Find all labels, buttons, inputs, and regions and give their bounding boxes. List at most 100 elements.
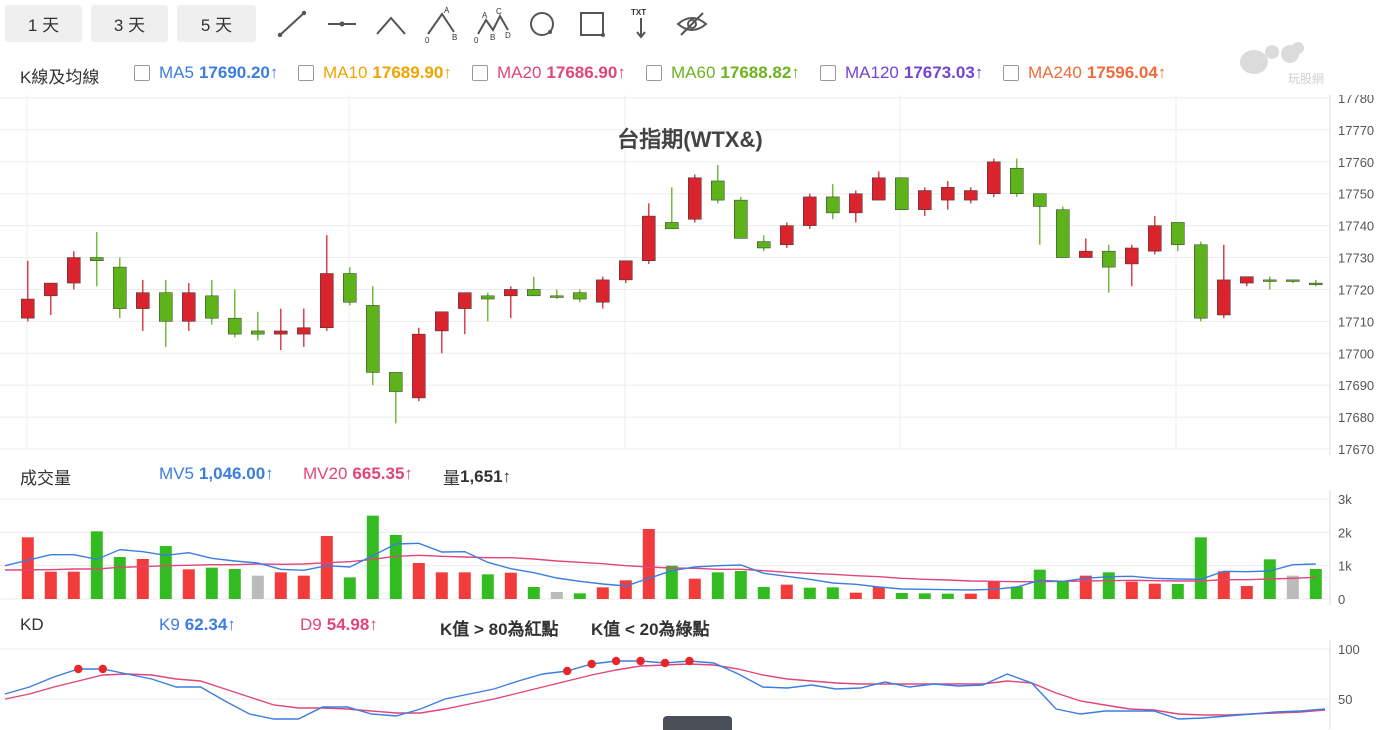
volume-bar [274,572,287,599]
volume-bar [1033,569,1046,599]
ma60-checkbox[interactable] [646,65,662,81]
volume-bar [596,587,609,599]
ma10-legend-item[interactable]: MA10 17689.90 ↑ [298,63,452,83]
mv20-legend-item: MV20 665.35 ↑ [303,464,413,484]
candlestick-chart: 17670 17680 17690 17700 17710 17720 17730 17740… [0,95,1374,455]
volume-bar [504,572,517,599]
wave-label-a2: A [482,11,488,20]
ma10-checkbox[interactable] [298,65,314,81]
ma240-arrow: ↑ [1157,63,1167,82]
y-tick-label: 17730 [1338,251,1374,266]
volume-bar [872,586,885,599]
k-above-80-dot [563,666,572,676]
candle [573,289,587,303]
candle [1309,279,1323,287]
volume-bar [1125,581,1138,599]
volume-bar [458,572,471,599]
ma60-legend-item[interactable]: MA60 17688.82 ↑ [646,63,800,83]
volume-bar [941,593,954,599]
ma240-checkbox[interactable] [1003,65,1019,81]
volume-bar [1309,569,1322,599]
volume-bar [435,572,448,599]
volume-bar [251,575,264,599]
mv5-legend-item: MV5 1,046.00 ↑ [159,464,274,484]
text-tool-icon[interactable]: TXT [621,4,661,44]
ma5-legend-item[interactable]: MA5 17690.20 ↑ [134,63,278,83]
volume-bar [964,593,977,599]
mv5-line [4,542,1316,591]
circle-tool-icon[interactable] [522,4,562,44]
toolbar: 1 天 3 天 5 天 A 0 B A C 0 B D TXT [0,0,1379,48]
ma10-arrow: ↑ [443,63,452,82]
candle [757,235,771,252]
mv20-line [4,554,1316,583]
hide-drawings-icon[interactable] [672,4,712,44]
volume-bar [412,563,425,599]
candle [136,279,150,331]
kd-note-red: K值 > 80為紅點 [440,620,559,639]
line-tool-icon[interactable] [272,4,312,44]
volume-bar [987,581,1000,599]
candle [21,260,35,322]
candle [642,203,656,264]
candle [1194,241,1208,322]
d9-arrow: ↑ [369,615,378,634]
candle [550,289,564,300]
ma20-value: 17686.90 [546,63,618,82]
volume-bar [366,515,379,599]
volume-bar [297,575,310,599]
y-tick-label: 17780 [1338,95,1374,106]
volume-panel-label: 成交量 [20,469,71,488]
volume-bar [1217,571,1230,599]
d9-name: D9 [300,615,322,634]
kd-note-green: K值 < 20為綠點 [591,620,710,639]
ma120-legend-item[interactable]: MA120 17673.03 ↑ [820,63,983,83]
volume-bar [136,559,149,599]
period-3-day-button[interactable]: 3 天 [91,5,168,42]
k-above-80-dot [98,664,107,674]
volume-bar [527,587,540,599]
ma60-arrow: ↑ [791,63,800,82]
volume-bar [1240,586,1253,599]
y-tick-label: 3k [1338,492,1352,507]
scroll-tab[interactable] [663,716,732,730]
volume-number: 1,651 [460,466,503,486]
y-tick-label: 17700 [1338,346,1374,361]
candle [251,311,265,341]
y-tick-label: 100 [1338,642,1360,657]
candle [159,279,173,347]
ma20-checkbox[interactable] [472,65,488,81]
rectangle-tool-icon[interactable] [572,4,612,44]
ma60-name: MA60 [671,63,716,82]
ma120-name: MA120 [845,63,899,82]
volume-bar [757,587,770,599]
volume-bar [182,569,195,599]
k-above-80-dot [611,656,621,666]
y-tick-label: 17690 [1338,378,1374,393]
k-above-80-dot [74,664,83,674]
k9-value: 62.34 [184,615,228,634]
candle [803,193,817,229]
period-1-day-button[interactable]: 1 天 [5,5,82,42]
volume-bar [205,567,218,599]
candle [826,184,840,220]
mv5-value: 1,046.00 [198,464,266,483]
period-5-day-button[interactable]: 5 天 [177,5,256,42]
volume-bar [573,593,586,599]
ma5-arrow: ↑ [269,63,279,82]
y-tick-label: 17670 [1338,442,1374,455]
ma5-checkbox[interactable] [134,65,150,81]
y-tick-label: 17760 [1338,155,1374,170]
volume-bar [895,593,908,599]
ma20-legend-item[interactable]: MA20 17686.90 ↑ [472,63,626,83]
horizontal-line-tool-icon[interactable] [322,4,362,44]
volume-bar [44,571,57,599]
candle [619,260,633,284]
ma120-checkbox[interactable] [820,65,836,81]
abcd-wave-tool-icon[interactable]: A C 0 B D [472,4,512,45]
candle [458,292,472,335]
abc-wave-tool-icon[interactable]: A 0 B [420,4,460,45]
ma240-legend-item[interactable]: MA240 17596.04 ↑ [1003,63,1166,83]
candle [1240,276,1254,287]
angle-line-tool-icon[interactable] [371,4,411,44]
